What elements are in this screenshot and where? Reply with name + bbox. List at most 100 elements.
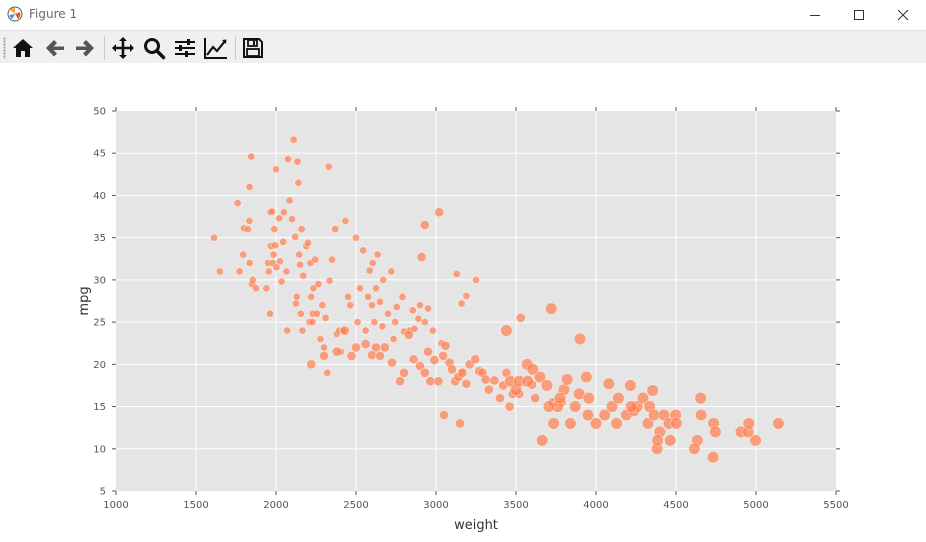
data-point [438,350,449,361]
data-point [695,408,708,422]
data-point [521,375,534,388]
data-point [289,135,298,144]
data-point [641,417,655,430]
x-tick-label: 1500 [183,500,208,511]
data-point [375,350,385,361]
configure-subplots-button[interactable] [171,34,199,62]
data-point [210,233,218,242]
data-point [424,304,432,313]
pan-button[interactable] [109,34,137,62]
data-point [376,297,384,306]
data-point [272,263,281,272]
data-point [540,379,553,392]
data-point [346,301,355,310]
x-tick-label: 1000 [103,500,128,511]
data-point [296,309,305,318]
data-point [440,340,451,351]
data-point [308,318,317,327]
data-point [285,196,294,205]
data-point [299,271,308,280]
minimize-button[interactable] [792,0,838,30]
data-point [526,363,539,376]
data-point [318,301,327,310]
data-point [328,255,336,264]
data-point [483,384,494,395]
close-button[interactable] [880,0,926,30]
home-button[interactable] [9,34,37,62]
data-point [284,155,292,164]
y-axis-label: mpg [77,286,92,315]
data-point [772,417,785,430]
data-point [351,342,361,353]
data-point [545,302,558,315]
data-point [536,434,549,447]
data-point [312,309,321,318]
matplotlib-icon [7,6,23,22]
forward-button[interactable] [71,34,99,62]
data-point [245,259,254,267]
back-icon [46,40,64,57]
data-point [368,301,376,310]
data-point [379,342,390,353]
data-point [292,292,301,301]
data-point [573,332,587,346]
data-point [294,178,303,187]
data-point [319,350,329,361]
data-point [316,335,325,343]
data-point [495,393,505,404]
data-point [311,255,320,264]
data-point [457,299,466,308]
data-point [292,299,300,308]
data-point [215,267,224,276]
data-point [387,357,397,368]
x-tick-label: 2500 [343,500,368,511]
data-point [694,392,707,405]
data-point [742,417,755,430]
data-point [280,208,288,217]
data-point [283,326,292,335]
data-point [276,257,284,266]
x-axis: 1000 1500 2000 2500 3000 3500 4000 4500 5000 5500 [103,107,849,511]
figure-canvas[interactable]: 1000 1500 2000 2500 3000 3500 4000 4500 5000 5500… [0,62,926,538]
data-point [670,417,683,430]
data-point [419,367,430,378]
data-point [415,361,425,371]
x-tick-label: 5000 [743,500,768,511]
data-point [288,215,296,223]
data-point [428,326,437,335]
data-point [245,183,254,191]
data-point [364,292,372,301]
data-point [605,400,619,413]
data-point [395,376,405,387]
toolbar-separator [104,36,105,60]
data-point [309,284,318,293]
data-point [298,326,307,335]
x-tick-label: 4000 [583,500,608,511]
data-point [239,250,248,259]
close-icon [897,9,909,21]
data-point [323,368,332,377]
save-button[interactable] [239,34,267,62]
zoom-button[interactable] [140,34,168,62]
data-point [419,220,430,230]
data-point [480,374,491,385]
y-tick-label: 45 [93,149,106,160]
data-point [651,434,664,447]
minimize-icon [810,15,820,16]
toolbar-grip[interactable] [3,37,6,59]
data-point [398,292,407,301]
back-button[interactable] [41,34,69,62]
navigation-toolbar [0,30,926,63]
data-point [296,260,304,269]
configure-subplots-icon [175,39,195,57]
zoom-icon [144,38,166,60]
maximize-button[interactable] [836,0,882,30]
data-point [688,442,701,455]
data-point [372,284,380,293]
data-point [275,214,284,223]
data-point [304,238,312,247]
data-point [533,370,547,384]
data-point [530,393,541,404]
data-point [331,225,340,234]
edit-axis-button[interactable] [202,34,230,62]
